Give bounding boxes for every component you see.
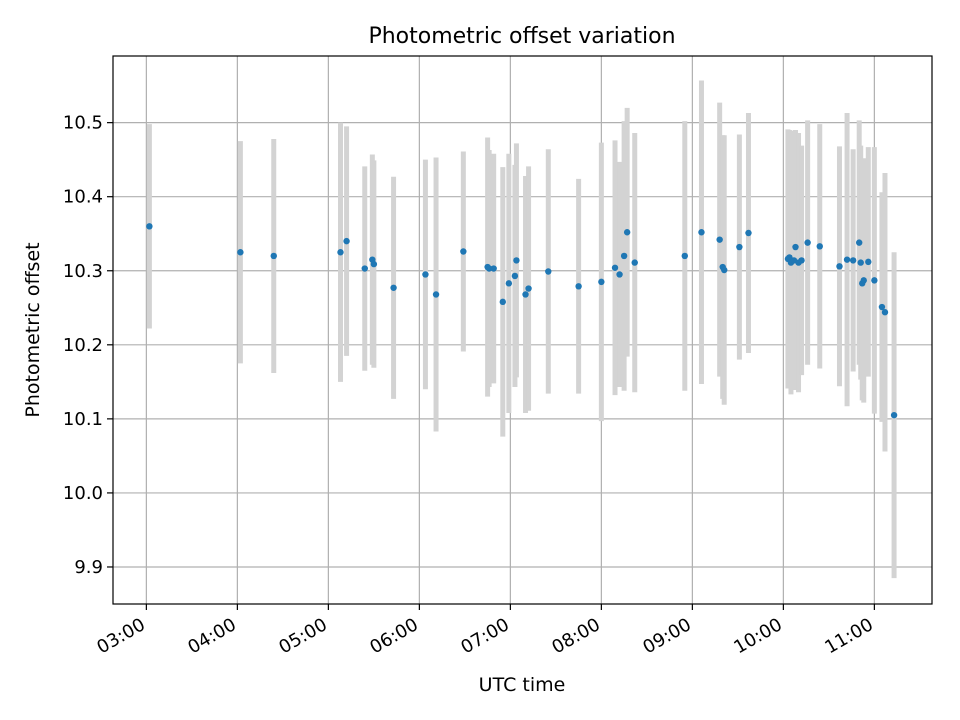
data-point	[871, 277, 878, 284]
data-point	[631, 259, 638, 266]
y-tick-label: 10.2	[63, 335, 103, 356]
y-tick-label: 10.5	[63, 113, 103, 134]
x-tick-label: 03:00	[93, 614, 148, 658]
data-point	[786, 254, 793, 261]
data-point	[716, 236, 723, 243]
data-point	[146, 223, 153, 230]
plot-frame	[112, 55, 933, 605]
data-point	[616, 271, 623, 278]
data-point	[270, 252, 277, 260]
data-point	[721, 266, 728, 274]
data-point	[804, 239, 811, 246]
data-point	[890, 411, 898, 419]
data-point	[499, 298, 506, 306]
data-point	[598, 278, 605, 286]
data-point	[422, 271, 429, 278]
y-tick-label: 9.9	[74, 557, 103, 578]
data-points	[146, 223, 898, 419]
data-point	[575, 283, 582, 290]
x-tick-label: 07:00	[457, 614, 512, 658]
data-point	[611, 264, 619, 271]
data-point	[816, 243, 823, 250]
data-point	[511, 272, 519, 280]
data-point	[620, 252, 628, 260]
y-tick-label: 10.4	[63, 187, 103, 208]
data-point	[745, 229, 752, 237]
data-point	[698, 229, 705, 236]
data-point	[860, 277, 867, 284]
data-point	[337, 249, 344, 256]
data-point	[237, 249, 244, 256]
data-point	[432, 291, 440, 298]
y-tick-label: 10.0	[63, 483, 103, 504]
data-point	[522, 291, 529, 298]
data-point	[878, 303, 886, 311]
data-point	[370, 260, 378, 268]
y-axis-label: Photometric offset	[22, 242, 44, 417]
data-point	[343, 237, 350, 245]
data-point	[798, 257, 805, 264]
data-point	[361, 265, 368, 272]
data-point	[881, 309, 889, 316]
data-point	[390, 284, 397, 291]
error-bars	[146, 80, 897, 579]
data-point	[736, 243, 743, 251]
x-tick-label: 04:00	[184, 614, 239, 658]
y-tick-label: 10.3	[63, 261, 103, 282]
data-point	[843, 256, 851, 263]
data-point	[865, 258, 872, 266]
data-point	[849, 257, 857, 264]
data-point	[505, 280, 513, 287]
axis-ticks: 03:00 04:00 05:00 06:00 07:00 08:00 09:00 10:00…	[63, 113, 877, 659]
x-tick-label: 08:00	[548, 614, 603, 658]
data-point	[545, 268, 552, 275]
data-point	[792, 243, 799, 251]
data-point	[836, 263, 843, 270]
data-point	[681, 252, 688, 260]
x-tick-label: 11:00	[821, 614, 876, 658]
x-tick-label: 05:00	[275, 614, 330, 658]
data-point	[460, 248, 467, 255]
data-point	[485, 265, 493, 272]
x-axis-label: UTC time	[479, 674, 566, 696]
data-point	[525, 285, 532, 292]
chart-title: Photometric offset variation	[368, 24, 675, 49]
data-point	[623, 229, 631, 236]
data-point	[513, 257, 520, 264]
x-tick-label: 10:00	[730, 614, 785, 658]
data-point	[490, 265, 497, 272]
data-point	[857, 259, 864, 266]
x-tick-label: 06:00	[366, 614, 421, 658]
y-tick-label: 10.1	[63, 409, 103, 430]
x-tick-label: 09:00	[639, 614, 694, 658]
data-point	[856, 239, 863, 246]
